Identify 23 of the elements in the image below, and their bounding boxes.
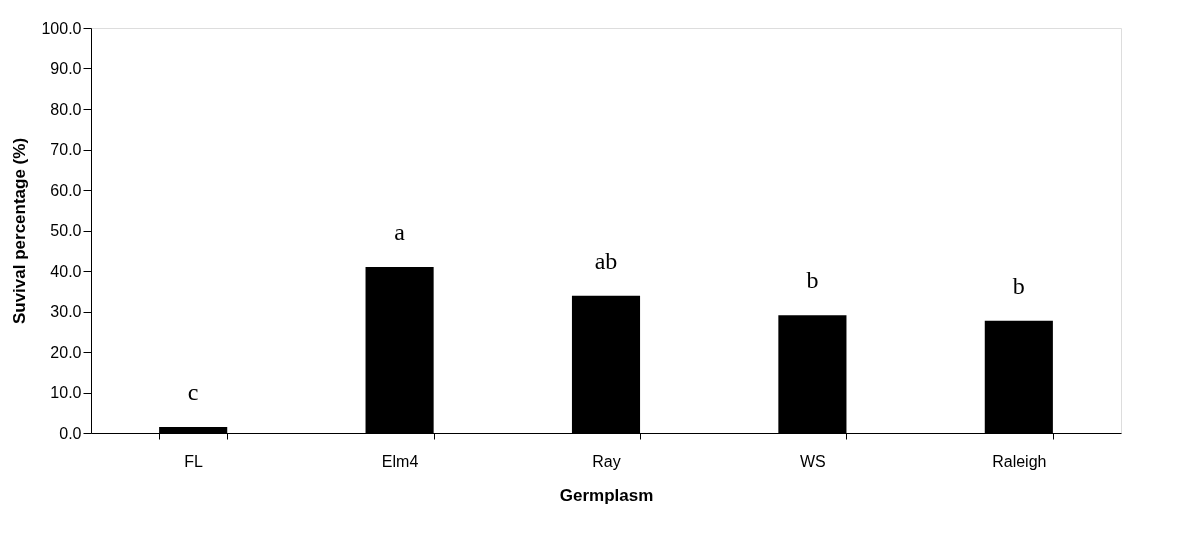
- x-tick-label: Elm4: [381, 452, 419, 470]
- annotation: b: [1012, 272, 1025, 299]
- y-tick-label: 90.0: [50, 60, 82, 77]
- annotation: a: [394, 218, 406, 245]
- x-tick-label: FL: [184, 452, 204, 470]
- annotation: ab: [594, 247, 618, 274]
- annotation: c: [187, 378, 199, 405]
- y-tick-label: 100.0: [41, 19, 82, 37]
- x-axis-title: Germplasm: [559, 485, 654, 505]
- y-tick-label: 50.0: [50, 222, 82, 239]
- y-tick-label: 60.0: [50, 181, 82, 199]
- x-tick-label: Raleigh: [992, 452, 1047, 470]
- y-tick-label: 20.0: [50, 343, 82, 361]
- x-tick-label: WS: [800, 452, 826, 470]
- annotation: b: [806, 267, 819, 294]
- y-tick-label: 30.0: [50, 303, 82, 320]
- y-tick-label: 0.0: [59, 424, 82, 442]
- y-tick-label: 80.0: [50, 100, 82, 118]
- y-axis-title: Suvival percentage (%): [10, 137, 30, 325]
- y-tick-label: 40.0: [50, 262, 82, 280]
- y-tick-label: 10.0: [50, 384, 82, 401]
- x-tick-label: Ray: [592, 452, 621, 470]
- y-tick-label: 70.0: [50, 141, 82, 158]
